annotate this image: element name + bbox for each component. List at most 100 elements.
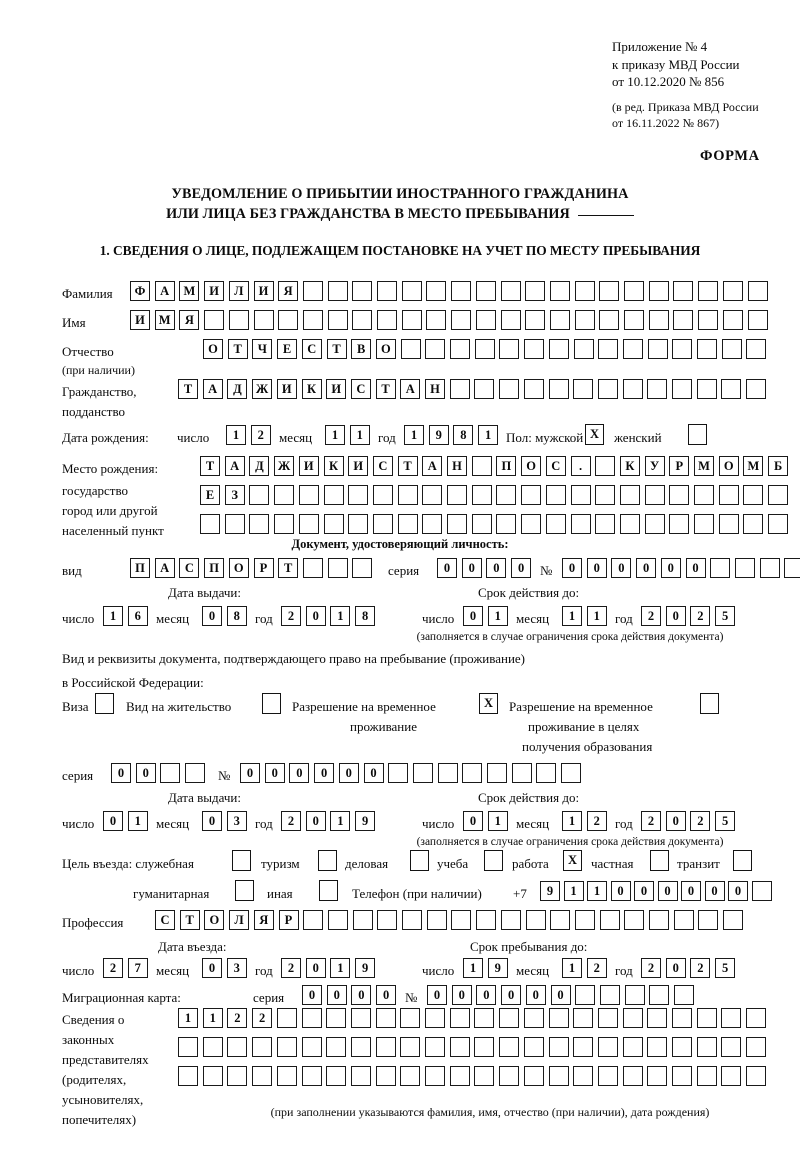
patronymic-field-cell-14[interactable] (524, 339, 545, 359)
mig-series-field-cell-4[interactable]: 0 (376, 985, 397, 1005)
name-field-cell-3[interactable]: Я (179, 310, 200, 330)
legal-rep-row-2-cell-5[interactable] (276, 1037, 297, 1057)
legal-rep-row-3-cell-8[interactable] (350, 1066, 371, 1086)
profession-field-cell-21[interactable] (649, 910, 669, 930)
name-field-cell-13[interactable] (426, 310, 447, 330)
legal-rep-row-3-cell-5[interactable] (276, 1066, 297, 1086)
legal-rep-row-3-cell-7[interactable] (326, 1066, 347, 1086)
birth-year-field-cell-3[interactable]: 8 (453, 425, 474, 445)
name-field-cell-1[interactable]: И (130, 310, 150, 330)
birth-place-row-2-cell-18[interactable] (619, 485, 640, 505)
mig-number-field-cell-5[interactable]: 0 (525, 985, 546, 1005)
doc-number-field-cell-5[interactable]: 0 (660, 558, 681, 578)
patronymic-field-cell-5[interactable]: С (301, 339, 322, 359)
patronymic-field-cell-4[interactable]: Е (277, 339, 298, 359)
birth-place-row-2-cell-6[interactable] (323, 485, 344, 505)
name-field-cell-20[interactable] (599, 310, 620, 330)
mig-number-field-cell-11[interactable] (674, 985, 694, 1005)
doc-number-field-cell-2[interactable]: 0 (586, 558, 607, 578)
birth-place-row-2-cell-11[interactable] (447, 485, 467, 505)
birth-place-row-2-cell-1[interactable]: Е (200, 485, 220, 505)
doc-valid-year-field-cell-2[interactable]: 0 (665, 606, 686, 626)
birth-place-row-3-cell-3[interactable] (249, 514, 270, 534)
legal-rep-row-1-cell-22[interactable] (696, 1008, 717, 1028)
surname-field-cell-21[interactable] (624, 281, 644, 301)
legal-rep-row-1-cell-15[interactable] (523, 1008, 544, 1028)
legal-rep-row-2-cell-24[interactable] (746, 1037, 767, 1057)
birth-place-row-1-cell-10[interactable]: А (422, 456, 443, 476)
birth-place-row-1-cell-13[interactable]: П (496, 456, 517, 476)
doc-number-field-cell-6[interactable]: 0 (685, 558, 706, 578)
surname-field-cell-7[interactable]: Я (278, 281, 299, 301)
citizenship-field-cell-24[interactable] (746, 379, 767, 399)
stay-month-field-cell-1[interactable]: 1 (562, 958, 582, 978)
patronymic-field-cell-19[interactable] (647, 339, 668, 359)
citizenship-field-cell-8[interactable]: С (350, 379, 371, 399)
phone-field-cell-1[interactable]: 9 (540, 881, 560, 901)
name-field-cell-16[interactable] (500, 310, 521, 330)
legal-rep-row-2-cell-22[interactable] (696, 1037, 717, 1057)
legal-rep-row-1-cell-2[interactable]: 1 (202, 1008, 223, 1028)
birth-place-row-3-cell-1[interactable] (200, 514, 220, 534)
phone-field-cell-6[interactable]: 0 (657, 881, 678, 901)
birth-place-row-1-cell-21[interactable]: М (694, 456, 714, 476)
birth-place-row-2-cell-2[interactable]: З (224, 485, 245, 505)
patronymic-field-cell-8[interactable]: О (375, 339, 396, 359)
surname-field-cell-25[interactable] (722, 281, 743, 301)
name-field-cell-19[interactable] (574, 310, 595, 330)
surname-field-cell-23[interactable] (673, 281, 694, 301)
surname-field-cell-2[interactable]: А (154, 281, 175, 301)
mig-number-field-cell-9[interactable] (624, 985, 645, 1005)
legal-rep-row-3-cell-13[interactable] (474, 1066, 495, 1086)
mig-number-field-cell-2[interactable]: 0 (451, 985, 472, 1005)
legal-rep-row-2-cell-4[interactable] (252, 1037, 273, 1057)
profession-field-cell-23[interactable] (698, 910, 719, 930)
permit-issue-day-field-cell-1[interactable]: 0 (103, 811, 123, 831)
birth-place-row-1-cell-11[interactable]: Н (447, 456, 467, 476)
birth-place-row-3-cell-21[interactable] (694, 514, 714, 534)
permit-number-field-cell-3[interactable]: 0 (289, 763, 310, 783)
permit-number-field-cell-7[interactable] (388, 763, 409, 783)
legal-rep-row-1-cell-6[interactable] (301, 1008, 322, 1028)
surname-field-cell-10[interactable] (352, 281, 373, 301)
permit-number-field-cell-9[interactable] (437, 763, 458, 783)
patronymic-field-cell-16[interactable] (573, 339, 594, 359)
doc-number-field-cell-10[interactable] (784, 558, 800, 578)
permit-number-field-cell-8[interactable] (412, 763, 433, 783)
entry-day-field-cell-1[interactable]: 2 (103, 958, 123, 978)
name-field-cell-21[interactable] (624, 310, 644, 330)
patronymic-field-cell-18[interactable] (622, 339, 643, 359)
legal-rep-row-1-cell-1[interactable]: 1 (178, 1008, 198, 1028)
legal-rep-row-3-cell-10[interactable] (400, 1066, 421, 1086)
birth-place-row-1-cell-20[interactable]: Р (669, 456, 690, 476)
phone-field-cell-2[interactable]: 1 (563, 881, 584, 901)
mig-series-field-cell-2[interactable]: 0 (326, 985, 347, 1005)
surname-field-cell-8[interactable] (302, 281, 323, 301)
doc-valid-year-field-cell-3[interactable]: 2 (690, 606, 711, 626)
legal-rep-row-1-cell-21[interactable] (672, 1008, 692, 1028)
purpose-official-checkbox[interactable] (232, 850, 251, 871)
birth-place-row-1-cell-6[interactable]: К (323, 456, 344, 476)
permit-number-field-cell-11[interactable] (487, 763, 507, 783)
birth-place-row-3-cell-9[interactable] (397, 514, 418, 534)
citizenship-field-cell-15[interactable] (523, 379, 544, 399)
doc-issue-year-field-cell-3[interactable]: 1 (330, 606, 351, 626)
legal-rep-row-2-cell-19[interactable] (622, 1037, 643, 1057)
birth-place-row-1-cell-17[interactable] (595, 456, 616, 476)
citizenship-field-cell-5[interactable]: И (276, 379, 297, 399)
doc-issue-month-field-cell-2[interactable]: 8 (226, 606, 247, 626)
birth-place-row-3-cell-24[interactable] (768, 514, 789, 534)
birth-place-row-3-cell-10[interactable] (422, 514, 443, 534)
permit-valid-year-field-cell-1[interactable]: 2 (641, 811, 661, 831)
citizenship-field-cell-19[interactable] (622, 379, 643, 399)
surname-field-cell-24[interactable] (698, 281, 719, 301)
purpose-transit-checkbox[interactable] (733, 850, 752, 871)
permit-issue-year-field-cell-2[interactable]: 0 (305, 811, 326, 831)
patronymic-field-cell-6[interactable]: Т (326, 339, 347, 359)
citizenship-field-cell-2[interactable]: А (202, 379, 223, 399)
legal-rep-row-3-cell-6[interactable] (301, 1066, 322, 1086)
profession-field-cell-1[interactable]: С (155, 910, 175, 930)
surname-field-cell-4[interactable]: И (204, 281, 225, 301)
birth-place-row-1-cell-5[interactable]: И (298, 456, 319, 476)
birth-day-field-cell-1[interactable]: 1 (226, 425, 246, 445)
